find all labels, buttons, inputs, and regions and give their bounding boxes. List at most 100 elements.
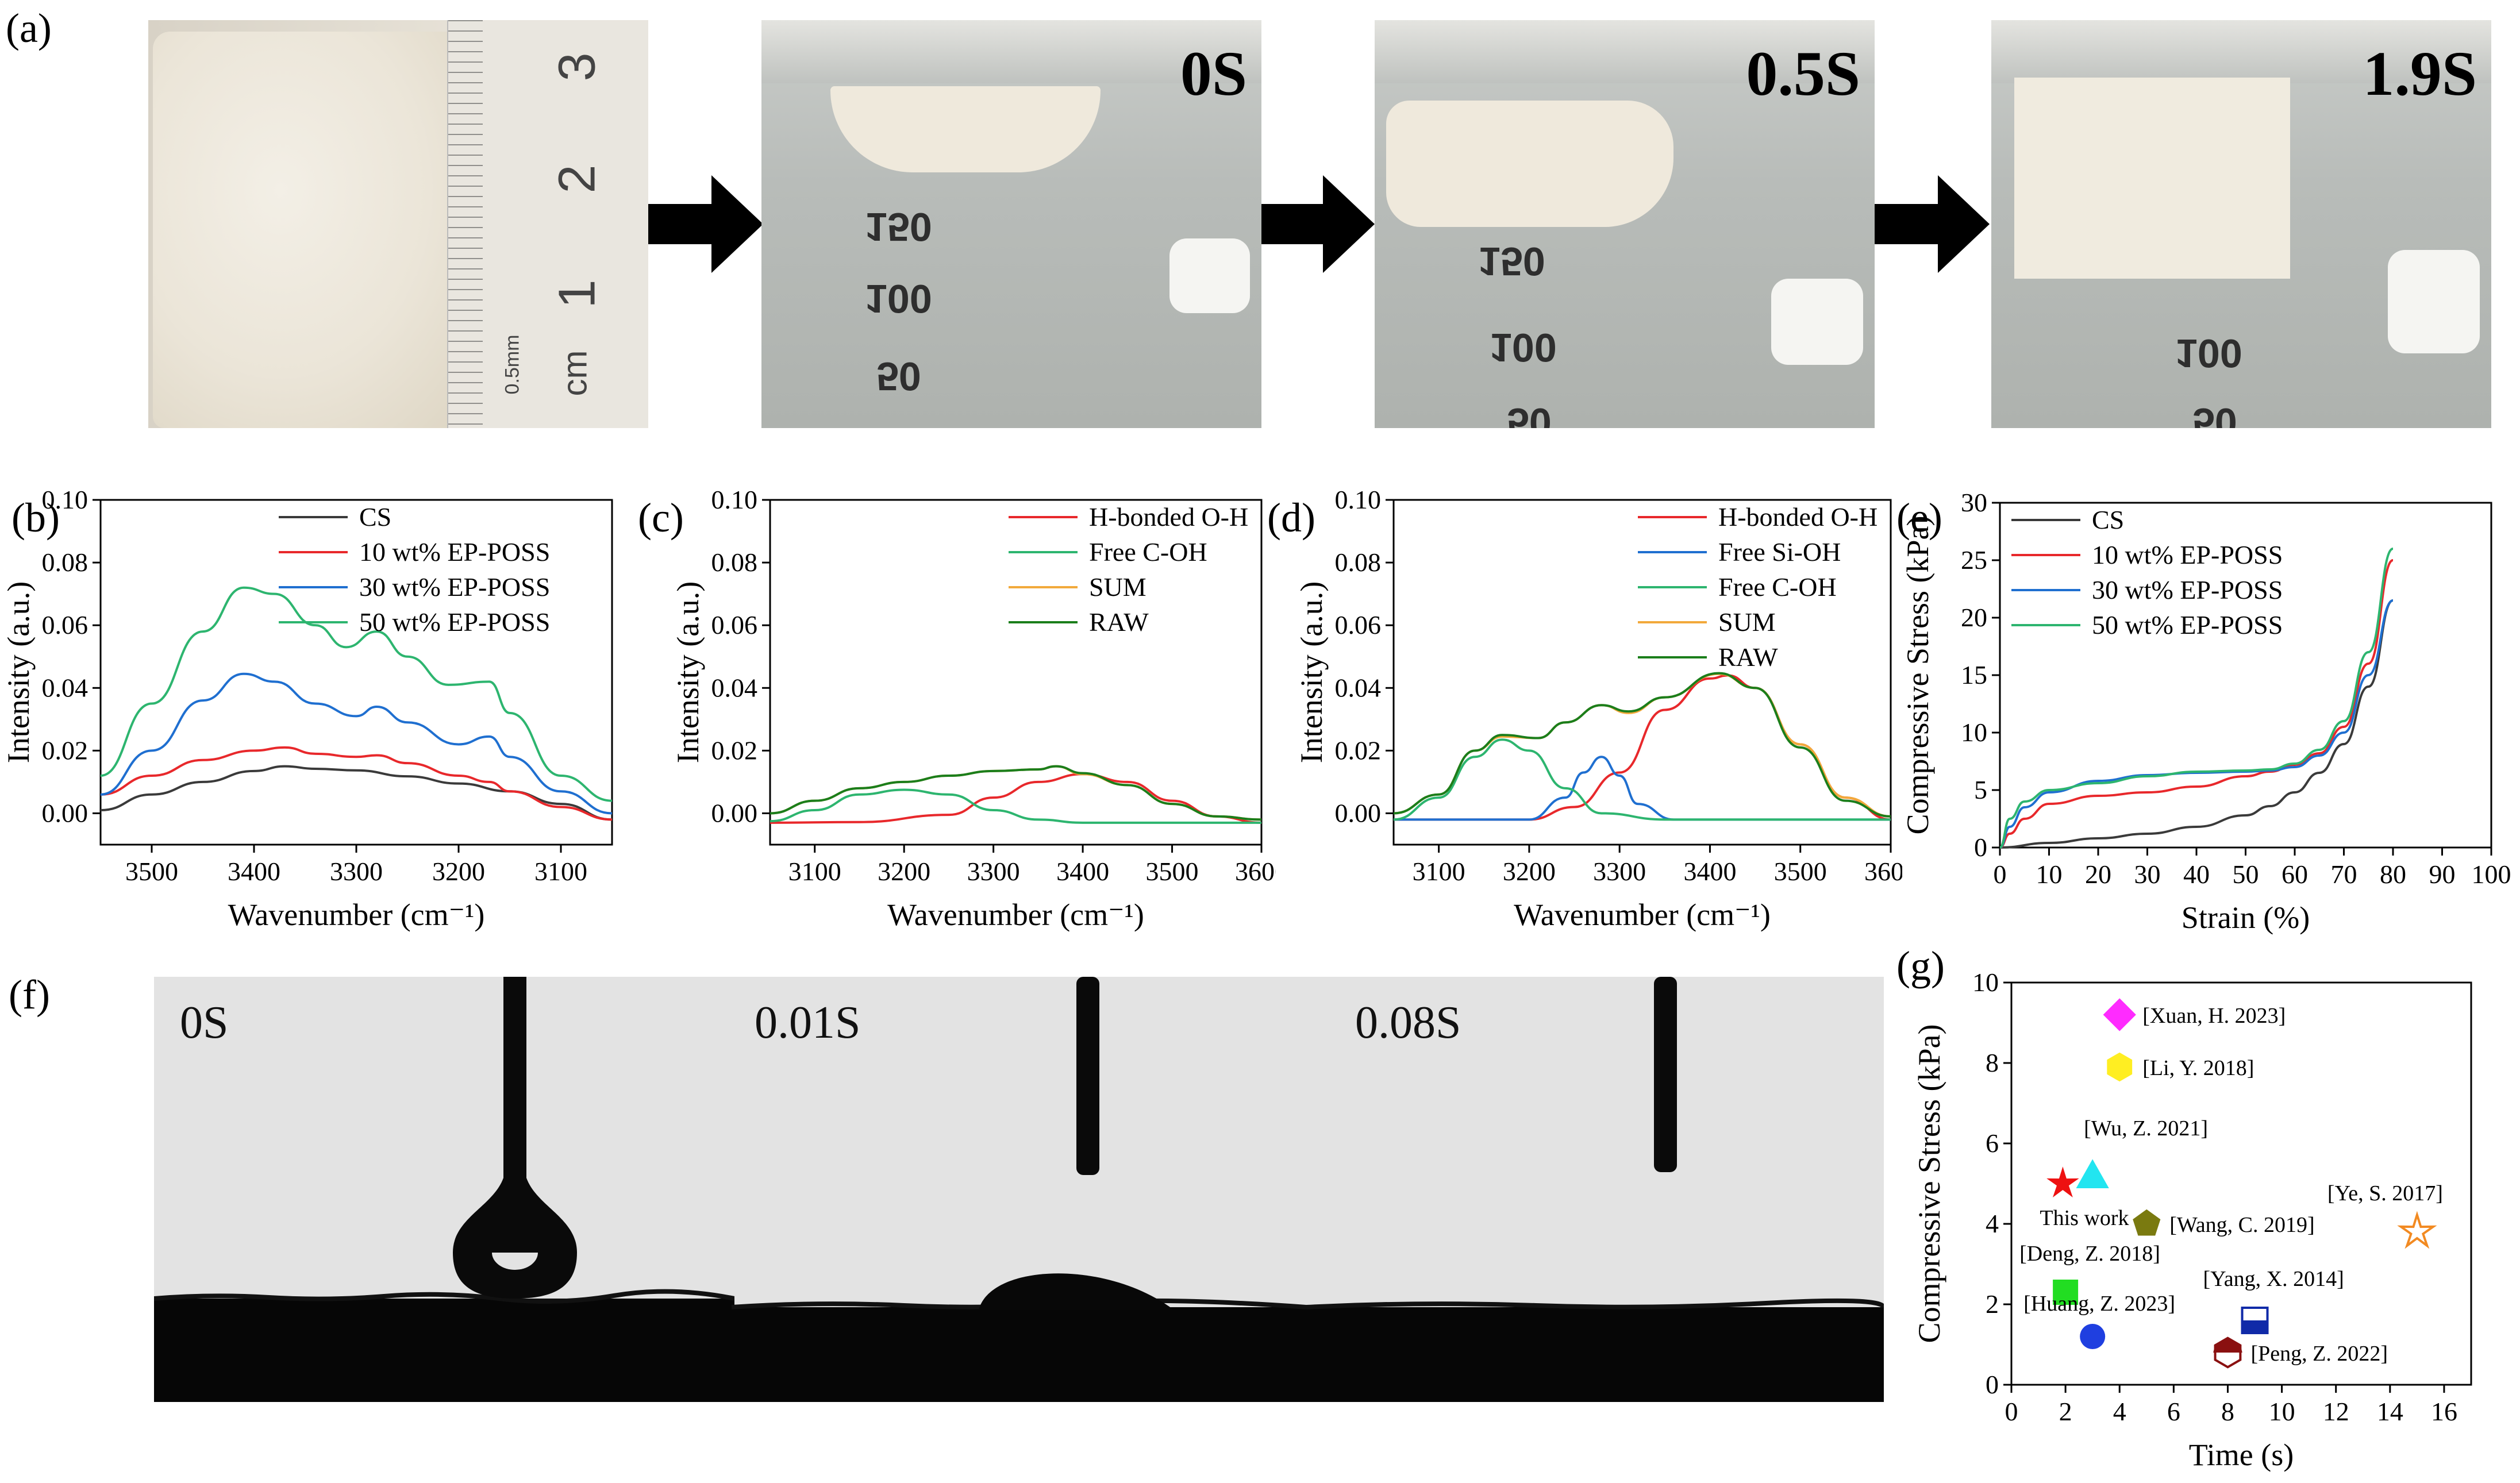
point-label: This work — [2040, 1206, 2129, 1230]
droplet-photo-strip: 0S 0.01S 0.08S — [154, 977, 1884, 1402]
y-tick-label: 0.00 — [42, 798, 89, 827]
ruler-note: 0.5mm — [501, 334, 524, 395]
legend-label: Free Si-OH — [1718, 537, 1841, 567]
x-tick-label: 3500 — [1146, 857, 1199, 886]
floating-sponge — [1386, 101, 1673, 227]
x-tick-label: 6 — [2167, 1397, 2180, 1426]
x-tick-label: 50 — [2233, 860, 2259, 889]
droplet-time-001s: 0.01S — [755, 997, 861, 1048]
arrow-right-icon — [1260, 175, 1375, 273]
series-line-free-c-oh — [1393, 738, 1891, 821]
marker-star-open — [2397, 1211, 2437, 1249]
point-label: [Peng, Z. 2022] — [2250, 1342, 2388, 1366]
y-tick-label: 0.02 — [1335, 735, 1382, 765]
series-line-10-wt-ep-poss — [1999, 559, 2394, 849]
series-line-10-wt-ep-poss — [100, 746, 613, 821]
arrow-right-icon — [648, 175, 763, 273]
series-line-raw — [770, 765, 1262, 821]
y-axis-label: Intensity (a.u.) — [1294, 581, 1329, 763]
legend-label: 10 wt% EP-POSS — [2092, 540, 2283, 569]
x-tick-label: 3400 — [1056, 857, 1109, 886]
legend-label: CS — [2092, 505, 2124, 534]
y-tick-label: 0.08 — [1335, 548, 1382, 577]
droplet-frame-0s — [154, 977, 734, 1402]
y-tick-label: 10 — [1961, 718, 1987, 747]
plot-frame — [769, 499, 1263, 846]
x-tick-label: 0 — [1994, 860, 2007, 889]
series-line-50-wt-ep-poss — [1999, 548, 2394, 849]
marker-diamond — [2103, 998, 2136, 1031]
y-tick-label: 0 — [1986, 1370, 1999, 1399]
x-tick-label: 30 — [2134, 860, 2161, 889]
legend-label: RAW — [1089, 607, 1149, 637]
chart-b-ftir: 3500 3400 3300 3200 3100 0.00 0.02 0.04 0.06 0.08… — [1, 485, 613, 932]
y-tick-label: 0.04 — [42, 673, 89, 702]
sponge-sample — [153, 32, 472, 428]
floating-sponge — [830, 86, 1101, 172]
x-tick-label: 8 — [2221, 1397, 2234, 1426]
x-tick-label: 3500 — [1774, 857, 1827, 886]
droplet-frame-001s — [732, 977, 1306, 1402]
time-label-0-5s: 0.5S — [1746, 38, 1860, 109]
y-tick-label: 30 — [1961, 488, 1987, 517]
y-tick-label: 6 — [1986, 1128, 1999, 1158]
panel-label-a: (a) — [6, 5, 52, 51]
marker-square — [2053, 1280, 2079, 1305]
y-tick-label: 0.06 — [711, 610, 758, 640]
plot-frame — [2010, 981, 2472, 1386]
arrow-right-icon — [1875, 175, 1990, 273]
y-tick-label: 8 — [1986, 1048, 1999, 1077]
chart-g-comparison: 0 2 4 6 8 10 12 14 16 0 2 4 6 8 10 Time (s) Compressive … — [1912, 968, 2472, 1472]
series-line-cs — [1999, 599, 2394, 849]
x-axis-label: Wavenumber (cm⁻¹) — [887, 897, 1144, 932]
y-tick-label: 0.08 — [711, 548, 758, 577]
ruler: 3 2 1 cm 0.5mm — [447, 20, 648, 428]
beaker-mark: 100 — [865, 276, 932, 321]
point-label: [Huang, Z. 2023] — [2023, 1292, 2175, 1316]
x-tick-label: 3100 — [534, 857, 587, 886]
y-tick-label: 0.02 — [42, 735, 89, 765]
marker-half-square-fill — [2242, 1320, 2268, 1333]
y-tick-label: 5 — [1974, 775, 1987, 804]
droplet-time-0s: 0S — [180, 997, 229, 1048]
panel-label-d: (d) — [1267, 495, 1315, 541]
legend-label: SUM — [1089, 572, 1146, 602]
x-tick-label: 3300 — [1593, 857, 1646, 886]
x-tick-label: 3300 — [967, 857, 1020, 886]
point-label: [Wang, C. 2019] — [2169, 1213, 2314, 1237]
y-tick-label: 0.10 — [711, 485, 758, 514]
beaker-mark: 50 — [2192, 400, 2237, 428]
x-tick-label: 3100 — [788, 857, 841, 886]
y-tick-label: 0.00 — [1335, 798, 1382, 827]
legend-label: 10 wt% EP-POSS — [359, 537, 550, 567]
series-line-h-bonded-o-h — [770, 773, 1262, 824]
series-line-30-wt-ep-poss — [100, 672, 613, 815]
ruler-mark-2: 2 — [548, 164, 606, 194]
y-tick-label: 0.04 — [711, 673, 758, 702]
panel-label-g: (g) — [1896, 943, 1945, 989]
beaker-mark: 150 — [865, 205, 932, 249]
x-tick-label: 10 — [2269, 1397, 2295, 1426]
legend-label: 50 wt% EP-POSS — [2092, 610, 2283, 640]
panel-label-c: (c) — [638, 495, 684, 541]
marker-circle — [2080, 1324, 2106, 1349]
y-axis-label: Compressive Stress (kPa) — [1900, 516, 1935, 835]
marker-hexagon — [2107, 1052, 2133, 1082]
panel-label-b: (b) — [11, 495, 60, 541]
x-tick-label: 3100 — [1413, 857, 1465, 886]
point-label: [Li, Y. 2018] — [2142, 1056, 2254, 1080]
legend-label: CS — [359, 502, 391, 531]
x-tick-label: 3500 — [125, 857, 178, 886]
marker-star — [2046, 1166, 2079, 1198]
x-tick-label: 10 — [2036, 860, 2063, 889]
beaker-mark: 150 — [1478, 239, 1545, 284]
beaker-photo-1-9s: 100 50 1.9S — [1991, 20, 2491, 428]
point-label: [Wu, Z. 2021] — [2084, 1116, 2208, 1141]
x-tick-label: 4 — [2113, 1397, 2126, 1426]
marker-triangle — [2076, 1159, 2109, 1188]
ruler-unit: cm — [555, 350, 594, 396]
series-line-free-c-oh — [770, 788, 1261, 824]
